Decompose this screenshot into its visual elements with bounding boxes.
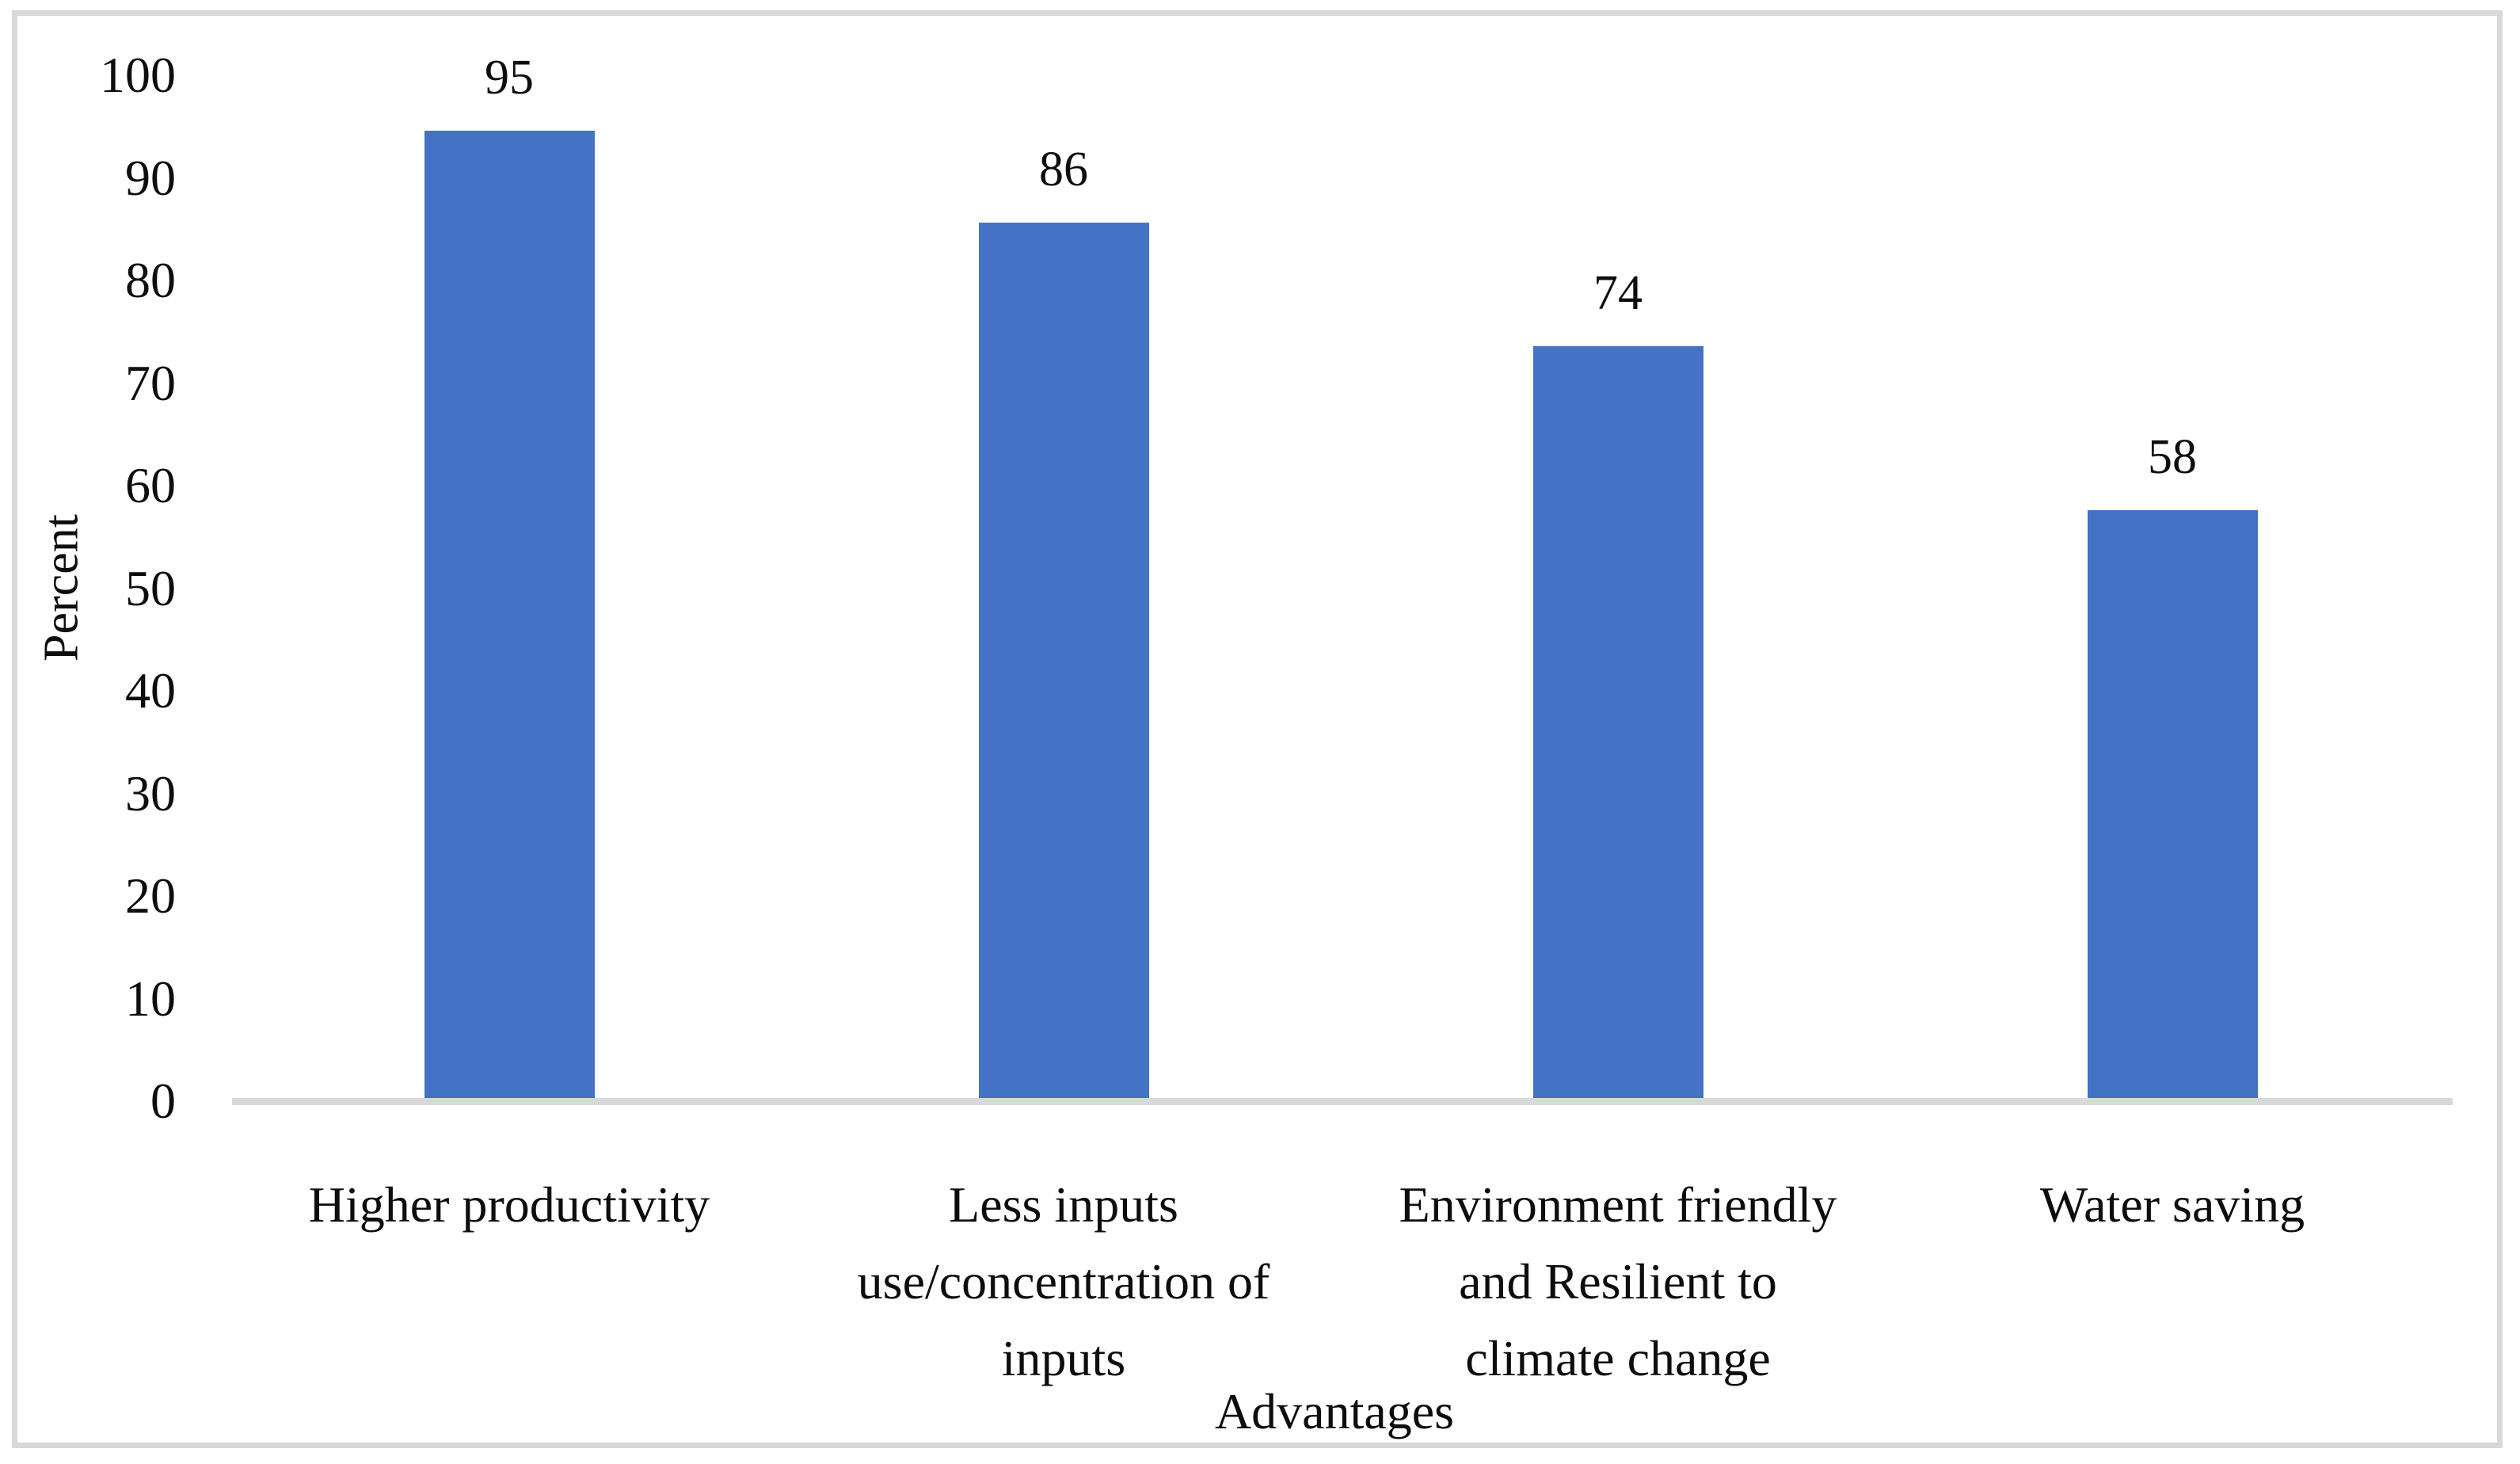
bar-value-label: 95 bbox=[485, 50, 534, 105]
y-tick-label: 30 bbox=[125, 764, 176, 822]
y-tick-label: 50 bbox=[125, 559, 176, 616]
y-tick-label: 20 bbox=[125, 867, 176, 924]
y-tick-label: 100 bbox=[100, 47, 176, 103]
bar bbox=[2087, 509, 2258, 1105]
y-tick-label: 70 bbox=[125, 354, 176, 411]
category-label: Water saving bbox=[2039, 1176, 2305, 1233]
y-tick-label: 80 bbox=[125, 252, 176, 308]
y-tick-label: 10 bbox=[125, 970, 176, 1027]
category-label: Environment friendly and Resilient to cl… bbox=[1399, 1176, 1837, 1386]
bar-value-label: 86 bbox=[1039, 143, 1088, 197]
bar-value-label: 58 bbox=[2148, 429, 2197, 484]
y-tick-label: 0 bbox=[150, 1073, 176, 1129]
y-tick-label: 90 bbox=[125, 149, 176, 206]
y-tick-label: 60 bbox=[125, 457, 176, 513]
y-tick-label: 40 bbox=[125, 662, 176, 719]
category-label: Less inputs use/concentration of inputs bbox=[857, 1176, 1270, 1386]
bar bbox=[1532, 345, 1703, 1105]
plot-area: 95 86 74 58 bbox=[232, 51, 2450, 1105]
bar-value-label: 74 bbox=[1593, 265, 1643, 320]
bar bbox=[978, 223, 1149, 1105]
chart-outer-frame bbox=[12, 10, 2503, 1448]
x-axis-line bbox=[232, 1098, 2453, 1105]
category-label: Higher productivity bbox=[308, 1176, 710, 1233]
x-axis-title: Advantages bbox=[1214, 1383, 1455, 1439]
bar bbox=[424, 130, 595, 1105]
